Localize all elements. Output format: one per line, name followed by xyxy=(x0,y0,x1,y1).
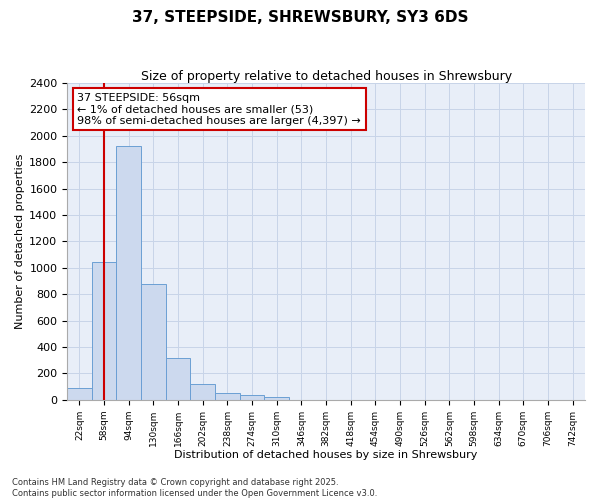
Text: Contains HM Land Registry data © Crown copyright and database right 2025.
Contai: Contains HM Land Registry data © Crown c… xyxy=(12,478,377,498)
Bar xyxy=(265,397,289,400)
Text: 37, STEEPSIDE, SHREWSBURY, SY3 6DS: 37, STEEPSIDE, SHREWSBURY, SY3 6DS xyxy=(132,10,468,25)
Bar xyxy=(92,262,116,400)
Bar xyxy=(166,358,190,400)
Bar xyxy=(190,384,215,400)
Bar xyxy=(141,284,166,400)
Text: 37 STEEPSIDE: 56sqm
← 1% of detached houses are smaller (53)
98% of semi-detache: 37 STEEPSIDE: 56sqm ← 1% of detached hou… xyxy=(77,92,361,126)
Bar xyxy=(215,393,240,400)
Bar xyxy=(116,146,141,400)
Bar xyxy=(240,395,265,400)
Bar xyxy=(67,388,92,400)
X-axis label: Distribution of detached houses by size in Shrewsbury: Distribution of detached houses by size … xyxy=(175,450,478,460)
Title: Size of property relative to detached houses in Shrewsbury: Size of property relative to detached ho… xyxy=(140,70,512,83)
Y-axis label: Number of detached properties: Number of detached properties xyxy=(15,154,25,329)
